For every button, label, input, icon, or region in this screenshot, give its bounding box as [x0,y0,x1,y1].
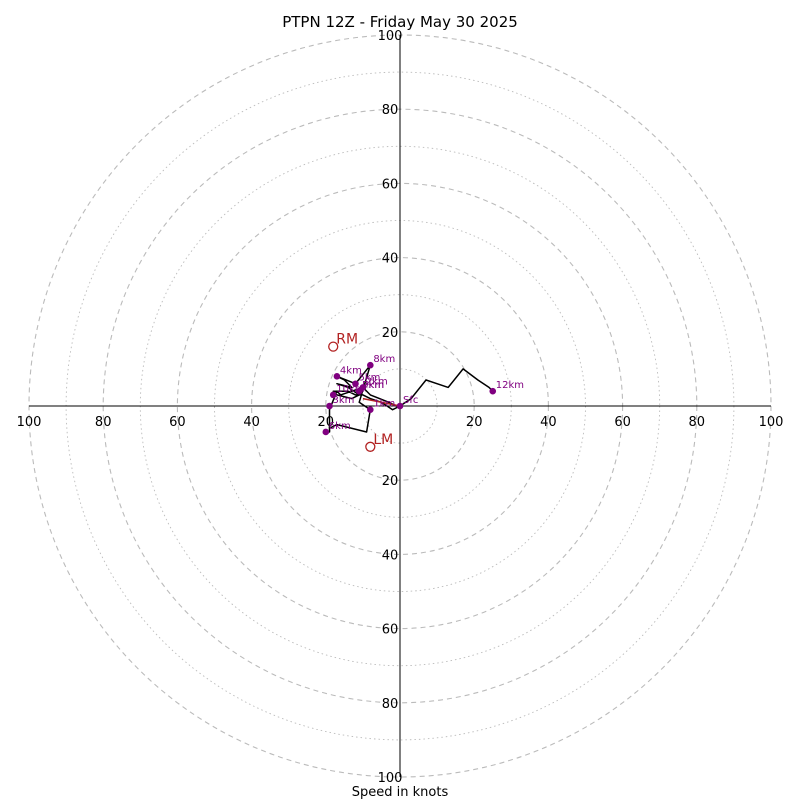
level-label: 10km [336,384,364,395]
level-label: 4km [340,365,362,376]
level-label: 2km [366,376,388,387]
x-tick-label: 40 [243,415,260,430]
ring-label-upper: 80 [382,103,399,118]
ring-label-lower: 80 [382,697,399,712]
level-label: Sfc [403,395,418,406]
x-tick-label: 100 [759,415,784,430]
ring-label-upper: 60 [382,177,399,192]
level-marker [367,361,374,369]
ring-label-lower: 60 [382,623,399,638]
ring-label-upper: 100 [378,29,403,44]
x-axis-label: Speed in knots [352,785,449,800]
x-tick-label: 100 [17,415,42,430]
x-tick-label: 60 [614,415,631,430]
level-label: 7km [362,380,384,391]
x-tick-label: 20 [466,415,483,430]
level-marker [396,402,404,410]
level-marker [352,380,359,388]
x-tick-label: 80 [689,415,706,430]
level-label: 3km [333,395,355,406]
ring-label-upper: 40 [382,252,399,267]
level-label: 12km [496,380,524,391]
ring-label-lower: 20 [382,474,399,489]
level-marker [367,406,374,414]
level-marker [326,402,333,410]
storm-motion-label: LM [373,432,393,448]
ring-label-lower: 40 [382,548,399,563]
shear-vector [362,397,401,407]
storm-motion-marker [328,341,339,352]
level-label: 9km [362,380,384,391]
x-tick-label: 80 [95,415,112,430]
storm-motion-label: RM [336,332,358,348]
level-marker [322,428,330,436]
hodograph-trace [328,364,494,433]
x-tick-label: 60 [169,415,186,430]
level-marker [329,391,337,399]
chart-title: PTPN 12Z - Friday May 30 2025 [282,13,518,31]
level-marker [333,373,341,380]
storm-motion-marker [365,441,376,452]
level-label: 6km [329,421,351,432]
level-marker [355,387,363,395]
x-tick-label: 40 [540,415,557,430]
ring-label-lower: 100 [378,771,403,786]
level-marker [489,387,497,395]
ring-label-upper: 20 [382,326,399,341]
level-label: 1km [373,399,395,410]
level-label: 8km [373,354,395,365]
axis-tick-labels: 100 80 60 40 20 20 40 60 80 100202040406060808010… [17,29,784,786]
level-label: 5km [358,373,380,384]
